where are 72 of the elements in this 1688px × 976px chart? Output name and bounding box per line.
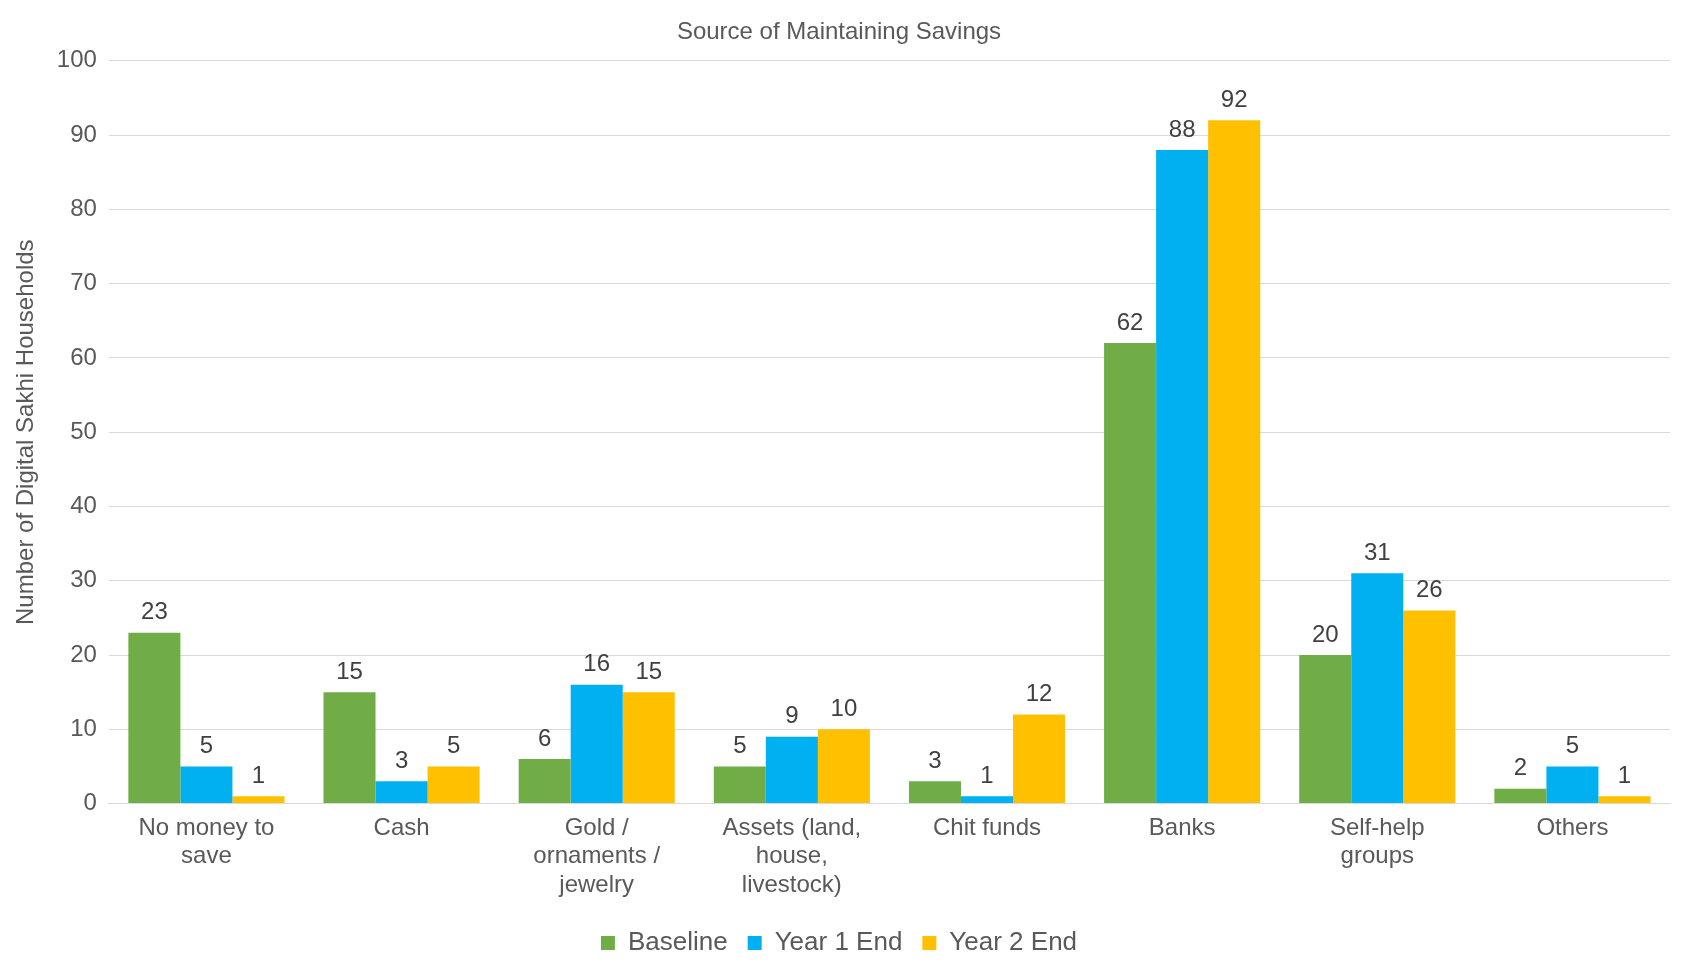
- bar: [518, 759, 571, 804]
- bar: [128, 632, 181, 804]
- data-label: 26: [1415, 575, 1443, 603]
- y-tick-label: 80: [70, 193, 97, 221]
- bar: [570, 684, 623, 804]
- bar: [180, 766, 233, 804]
- bar: [1299, 655, 1352, 804]
- y-tick-label: 60: [70, 342, 97, 370]
- data-label: 10: [830, 693, 858, 721]
- bar: [1598, 796, 1651, 804]
- bar: [1546, 766, 1599, 804]
- bar: [1104, 343, 1157, 804]
- y-tick-label: 0: [83, 788, 97, 816]
- bar: [1013, 714, 1066, 804]
- bar: [427, 766, 480, 804]
- data-label: 23: [141, 597, 168, 625]
- data-label: 20: [1311, 619, 1339, 647]
- x-tick-label: Assets (land, house, livestock): [722, 812, 862, 898]
- data-label: 16: [583, 649, 611, 677]
- bar: [1208, 120, 1261, 804]
- data-label: 1: [980, 760, 994, 788]
- y-tick-label: 100: [56, 45, 97, 73]
- y-tick-label: 10: [70, 713, 97, 741]
- data-label: 62: [1116, 307, 1144, 335]
- y-tick-label: 90: [70, 119, 97, 147]
- data-label: 31: [1363, 537, 1391, 565]
- x-tick-label: Chit funds: [932, 812, 1042, 840]
- bar: [817, 729, 870, 804]
- data-label: 2: [1513, 753, 1528, 781]
- bar: [960, 796, 1014, 804]
- data-label: 9: [785, 701, 799, 729]
- bar: [1403, 610, 1456, 804]
- bar: [1494, 788, 1547, 804]
- data-label: 88: [1168, 114, 1196, 142]
- y-tick-label: 70: [70, 268, 97, 296]
- bar: [375, 781, 428, 804]
- data-label: 1: [1617, 760, 1632, 788]
- bar: [908, 781, 961, 804]
- bar: [713, 766, 766, 804]
- data-label: 12: [1025, 679, 1053, 707]
- data-label: 5: [446, 731, 461, 759]
- data-label: 92: [1220, 84, 1248, 112]
- y-tick-label: 50: [70, 416, 97, 444]
- bar: [1156, 149, 1209, 804]
- x-tick-label: Gold / ornaments / jewelry: [533, 812, 661, 898]
- legend-label: Year 2 End: [949, 926, 1078, 957]
- bar: [232, 796, 285, 804]
- x-tick-label: Self-help groups: [1329, 812, 1425, 869]
- chart-title: Source of Maintaining Savings: [676, 17, 1002, 45]
- data-label: 5: [1565, 731, 1580, 759]
- bar: [1351, 573, 1404, 804]
- data-label: 5: [733, 731, 747, 759]
- y-axis-title: Number of Digital Sakhi Households: [11, 239, 39, 625]
- y-tick-label: 20: [70, 639, 97, 667]
- bar: [323, 692, 376, 804]
- data-label: 1: [251, 760, 266, 788]
- bar: [765, 736, 818, 804]
- y-tick-label: 40: [70, 491, 97, 519]
- data-label: 5: [199, 731, 214, 759]
- data-label: 3: [394, 745, 409, 773]
- data-label: 15: [635, 656, 663, 684]
- x-tick-label: Cash: [373, 812, 430, 840]
- data-label: 3: [928, 745, 942, 773]
- data-label: 6: [537, 723, 552, 751]
- y-tick-label: 30: [70, 565, 97, 593]
- x-tick-label: Others: [1536, 812, 1609, 840]
- legend-label: Baseline: [627, 926, 728, 957]
- bar: [622, 692, 675, 804]
- legend-label: Year 1 End: [774, 926, 903, 957]
- x-tick-label: Banks: [1148, 812, 1216, 840]
- x-tick-label: No money to save: [138, 812, 275, 869]
- data-label: 15: [336, 656, 363, 684]
